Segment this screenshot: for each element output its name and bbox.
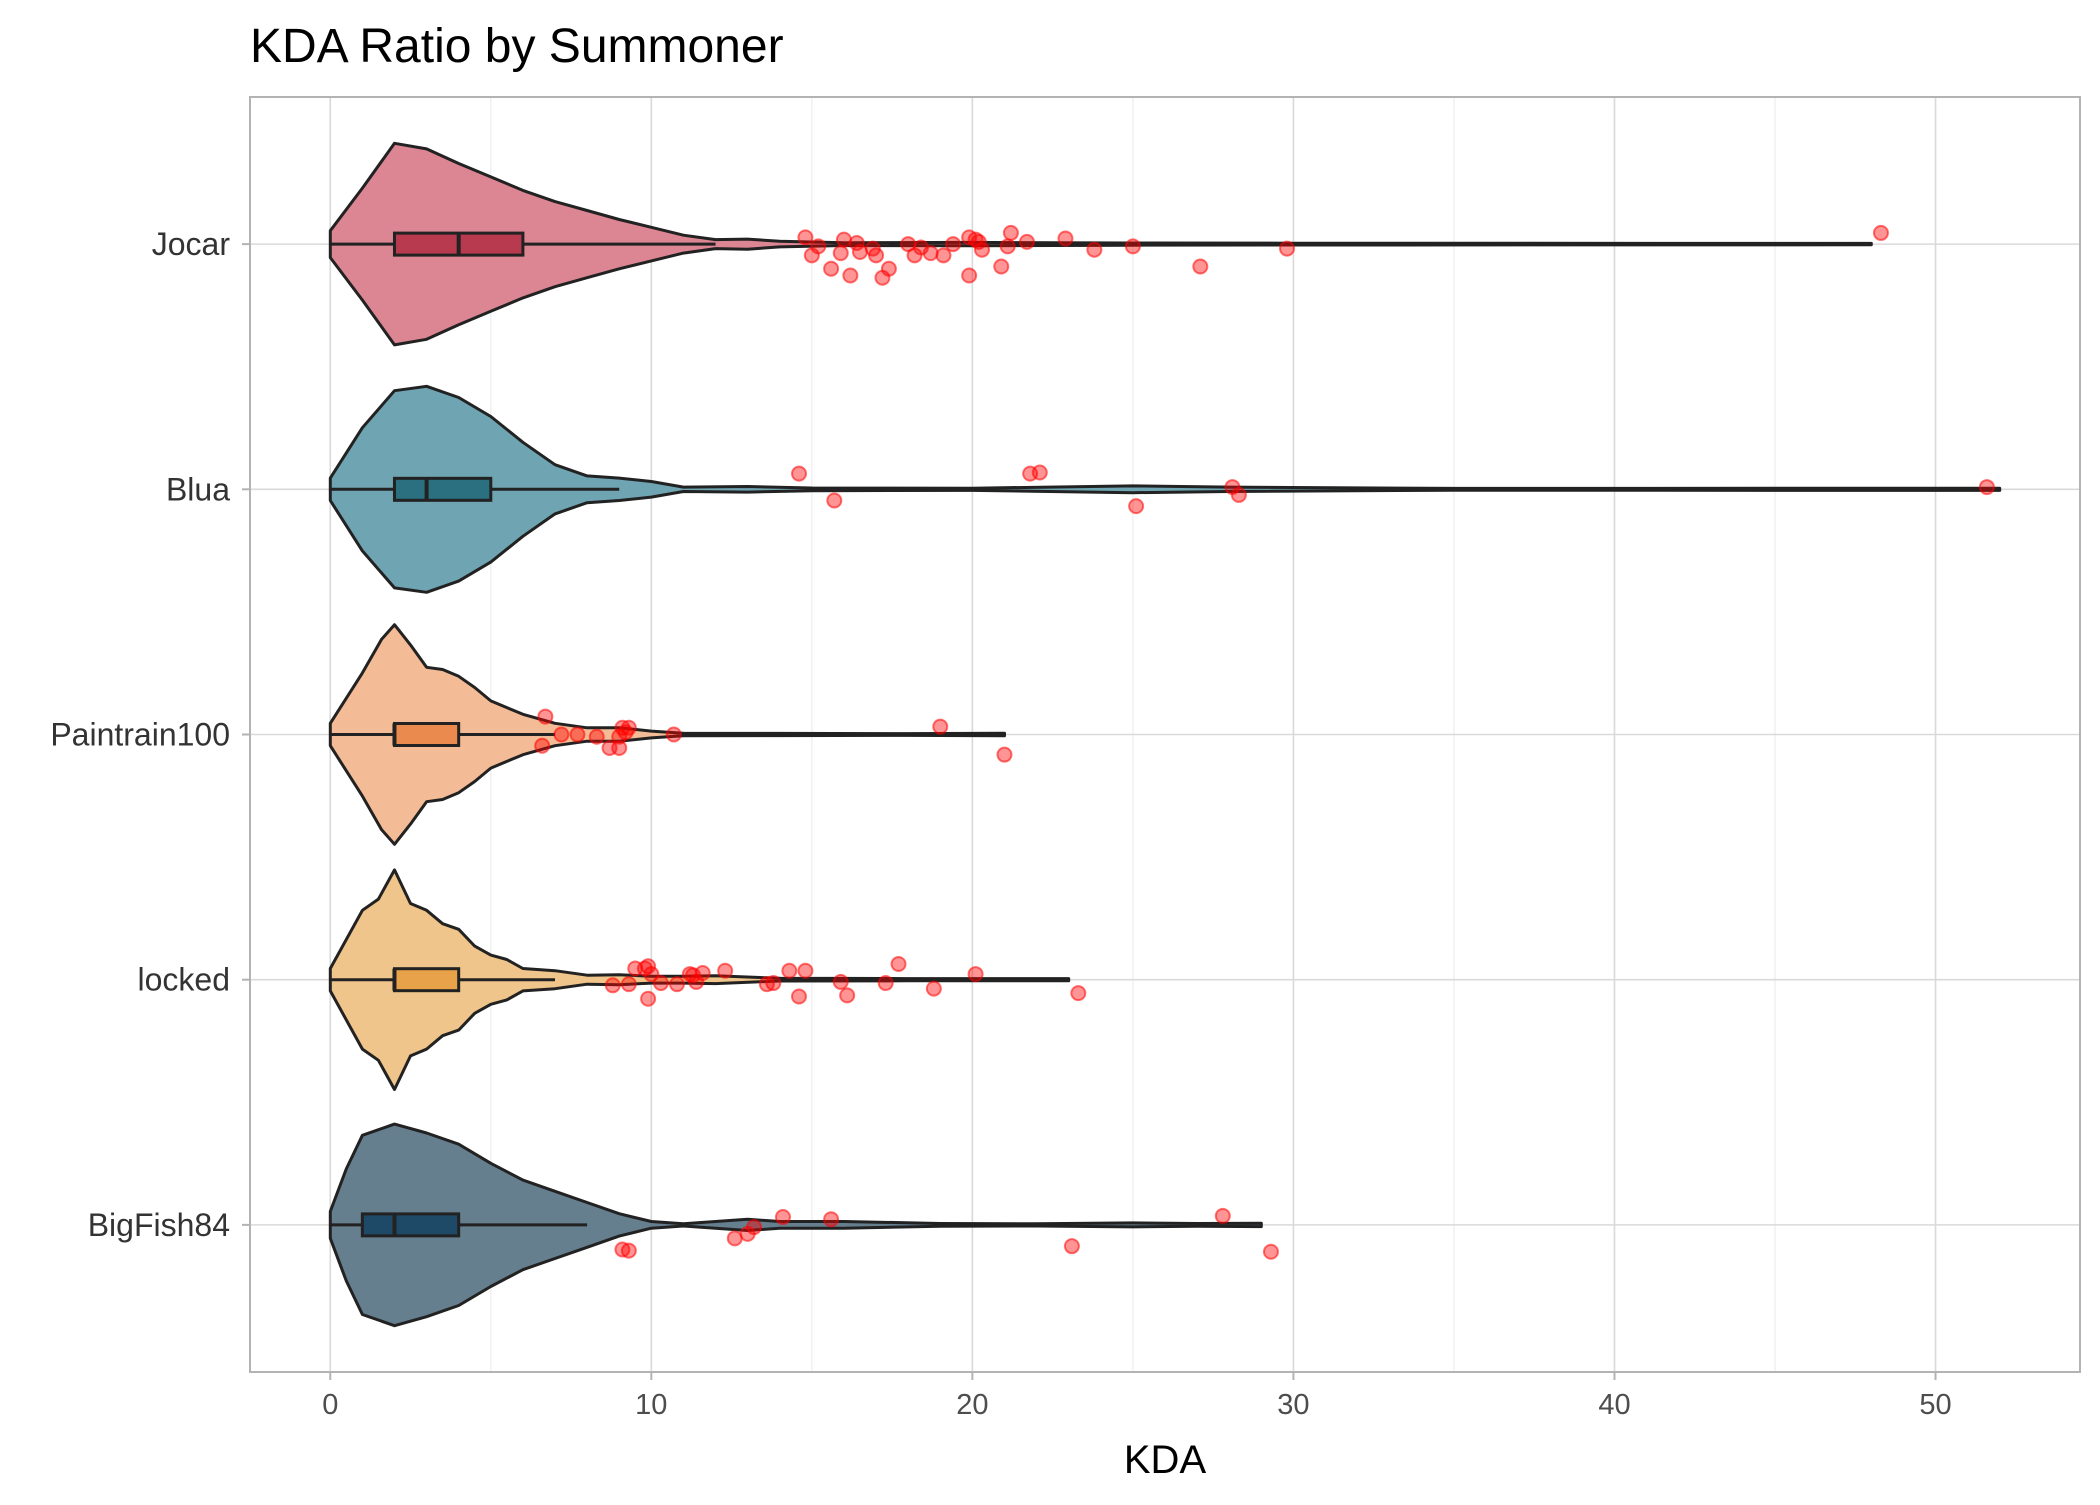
outlier-point (852, 243, 868, 260)
outlier-point (669, 976, 685, 993)
outlier-point (534, 737, 551, 754)
violin-bigfish84 (328, 1122, 1263, 1328)
outlier-point (974, 241, 990, 258)
outlier-point (935, 247, 952, 264)
box-blua (392, 476, 493, 502)
outlier-point (868, 247, 885, 264)
box-locked (392, 967, 461, 993)
outlier-point (665, 726, 682, 743)
outlier-point (945, 236, 962, 253)
outlier-point (1086, 241, 1103, 258)
outlier-point (1124, 238, 1141, 255)
outlier-point (832, 245, 849, 262)
outlier-point (797, 962, 814, 979)
outlier-point (1262, 1243, 1279, 1260)
outlier-points (534, 224, 1995, 1260)
outlier-point (791, 988, 807, 1005)
outlier-point (652, 975, 669, 992)
box-paintrain100 (392, 722, 461, 747)
outlier-point (537, 708, 554, 725)
outlier-point (842, 267, 859, 284)
outlier-point (832, 973, 849, 990)
y-tick-label: Blua (166, 471, 230, 507)
x-tick-label: 0 (322, 1389, 338, 1421)
y-tick-label: Paintrain100 (50, 717, 230, 753)
outlier-point (922, 245, 939, 262)
outlier-point (1214, 1207, 1231, 1224)
y-tick-label: Jocar (152, 226, 231, 262)
outlier-point (996, 746, 1013, 763)
outlier-point (797, 229, 814, 246)
outlier-point (643, 966, 660, 983)
x-tick-label: 50 (1919, 1389, 1951, 1421)
outlier-point (553, 726, 570, 743)
outlier-point (1057, 230, 1074, 247)
outlier-point (961, 267, 978, 284)
outlier-point (877, 975, 894, 992)
chart-title: KDA Ratio by Summoner (250, 20, 784, 73)
outlier-point (588, 728, 605, 745)
outlier-point (1230, 486, 1247, 503)
outlier-point (1002, 224, 1019, 241)
outlier-point (1872, 224, 1889, 241)
outlier-point (694, 964, 711, 981)
outlier-point (604, 977, 621, 994)
outlier-point (1063, 1238, 1080, 1255)
outlier-point (1018, 233, 1035, 250)
x-tick-label: 10 (635, 1389, 667, 1421)
outlier-point (810, 238, 827, 255)
outlier-point (823, 1211, 840, 1228)
x-tick-label: 20 (956, 1389, 988, 1421)
x-tick-label: 30 (1277, 1389, 1309, 1421)
outlier-point (839, 987, 856, 1004)
outlier-point (993, 258, 1010, 275)
outlier-point (880, 260, 897, 277)
outlier-point (826, 492, 843, 509)
outlier-point (1192, 258, 1209, 275)
violin-jocar (328, 141, 1873, 347)
outlier-point (932, 718, 949, 735)
outlier-point (620, 719, 637, 736)
outlier-point (823, 260, 840, 277)
outlier-point (1031, 464, 1048, 481)
outlier-point (1978, 479, 1995, 496)
outlier-point (620, 1242, 637, 1259)
y-tick-label: locked (138, 962, 231, 998)
outlier-point (1070, 985, 1087, 1002)
outlier-point (967, 966, 984, 983)
outlier-point (1128, 498, 1145, 515)
outlier-point (835, 231, 852, 248)
outlier-point (925, 980, 942, 997)
outlier-point (640, 990, 657, 1007)
outlier-point (746, 1219, 763, 1236)
outlier-point (890, 956, 907, 973)
outlier-point (765, 975, 782, 992)
outlier-point (999, 238, 1016, 255)
outlier-point (569, 726, 586, 743)
outlier-point (717, 962, 734, 979)
outlier-point (781, 962, 798, 979)
outlier-point (848, 234, 865, 251)
x-axis-tick-labels: 0 10 20 30 40 50 (322, 1372, 1952, 1421)
outlier-point (1279, 240, 1295, 257)
outlier-point (620, 976, 637, 993)
y-tick-label: BigFish84 (88, 1207, 230, 1243)
violin-blua (328, 384, 2002, 594)
y-axis-tick-labels: Jocar Blua Paintrain100 locked BigFish84 (50, 226, 250, 1243)
outlier-point (774, 1209, 791, 1226)
x-tick-label: 40 (1598, 1389, 1630, 1421)
outlier-point (791, 465, 807, 482)
x-axis-label: KDA (1124, 1438, 1207, 1482)
box-bigfish84 (360, 1212, 461, 1238)
outlier-point (611, 739, 628, 756)
